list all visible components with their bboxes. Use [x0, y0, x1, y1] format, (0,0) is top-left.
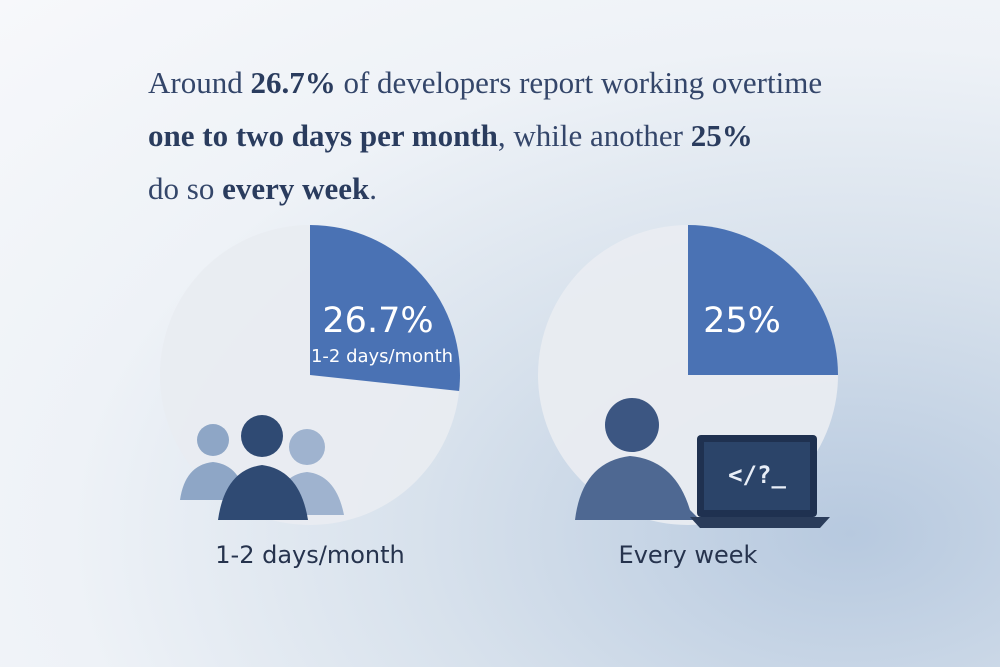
pie-slice	[310, 225, 460, 391]
headline-line: one to two days per month, while another…	[148, 109, 822, 162]
headline: Around 26.7% of developers report workin…	[148, 56, 822, 215]
headline-run: one to two days per month	[148, 118, 498, 153]
pie-caption: 1-2 days/month	[215, 541, 404, 569]
headline-run: do so	[148, 171, 223, 206]
headline-run: Around	[148, 65, 251, 100]
headline-line: Around 26.7% of developers report workin…	[148, 56, 822, 109]
code-symbol: </?_	[728, 461, 786, 489]
headline-run: , while another	[497, 118, 691, 153]
people-icon	[180, 415, 344, 520]
headline-run: .	[369, 171, 378, 206]
headline-run: 26.7%	[250, 65, 336, 100]
headline-line: do so every week.	[148, 162, 822, 215]
slice-category-label: 1-2 days/month	[311, 346, 453, 367]
headline-run: 25%	[690, 118, 753, 153]
slice-value-label: 26.7%	[322, 301, 433, 341]
slice-value-label: 25%	[703, 301, 781, 341]
pie-slice	[688, 225, 838, 375]
headline-run: every week	[222, 171, 370, 206]
pie-caption: Every week	[619, 541, 758, 569]
headline-run: of developers report working overtime	[335, 65, 823, 100]
developer-icon: </?_	[575, 398, 830, 528]
